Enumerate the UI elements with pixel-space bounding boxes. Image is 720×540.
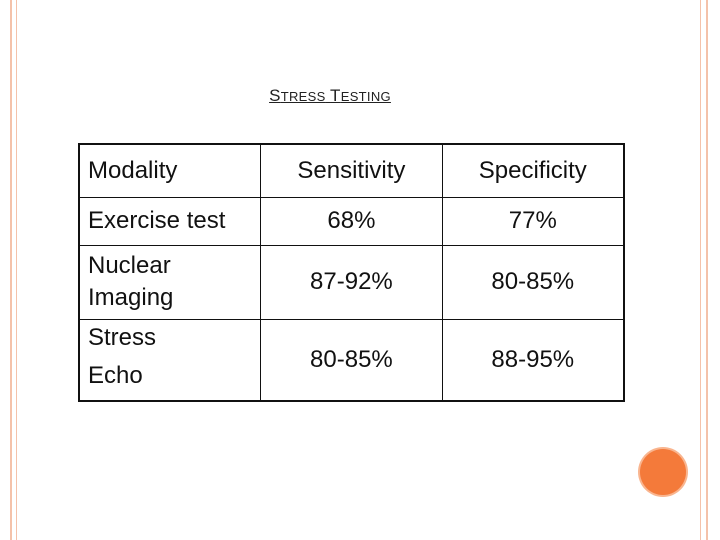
- decorative-border-left-inner: [16, 0, 17, 540]
- modality-line: Stress: [88, 323, 157, 351]
- cell-sensitivity: 68%: [260, 196, 443, 246]
- title-rest-2: ESTING: [340, 89, 391, 104]
- cell-modality: Nuclear Imaging: [78, 244, 262, 320]
- cell-specificity: 77%: [441, 196, 625, 246]
- table-row: Stress Echo 80-85% 88-95%: [78, 318, 625, 402]
- title-rest-1: TRESS: [280, 89, 326, 104]
- header-sensitivity: Sensitivity: [260, 143, 443, 198]
- decorative-border-right-inner: [700, 0, 701, 540]
- cell-sensitivity: 80-85%: [260, 318, 443, 402]
- modality-line: Exercise test: [88, 207, 226, 234]
- table-header-row: Modality Sensitivity Specificity: [78, 143, 625, 198]
- title-initial-1: S: [269, 86, 281, 105]
- decorative-border-right: [706, 0, 708, 540]
- modality-line: Imaging: [88, 284, 174, 311]
- table-row: Nuclear Imaging 87-92% 80-85%: [78, 244, 625, 320]
- cell-specificity: 88-95%: [441, 318, 625, 402]
- cell-modality: Exercise test: [78, 196, 262, 246]
- modality-line: Echo: [88, 361, 143, 389]
- cell-sensitivity: 87-92%: [260, 244, 443, 320]
- stress-testing-table: Modality Sensitivity Specificity Exercis…: [78, 143, 625, 402]
- header-modality: Modality: [78, 143, 262, 198]
- cell-specificity: 80-85%: [441, 244, 625, 320]
- decorative-circle-icon: [640, 449, 686, 495]
- cell-modality: Stress Echo: [78, 318, 262, 402]
- header-specificity: Specificity: [441, 143, 625, 198]
- title-initial-2: T: [330, 86, 341, 105]
- decorative-border-left: [10, 0, 12, 540]
- slide-title: STRESS TESTING: [0, 86, 660, 106]
- table-row: Exercise test 68% 77%: [78, 196, 625, 246]
- modality-line: Nuclear: [88, 252, 171, 279]
